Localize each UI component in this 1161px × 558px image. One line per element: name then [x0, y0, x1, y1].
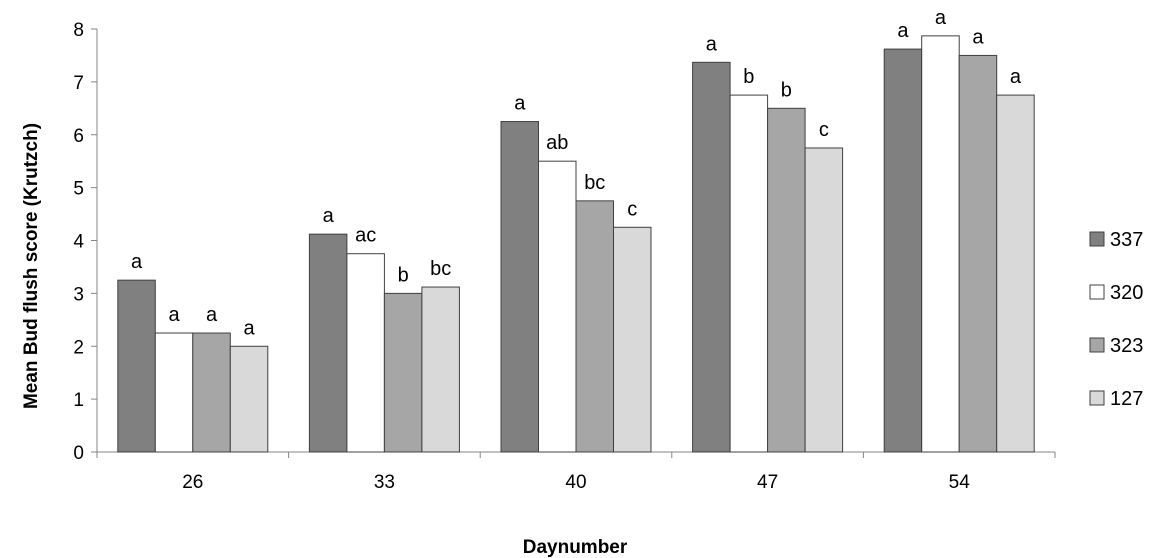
bar-label: bc [430, 258, 451, 280]
bar-label: c [627, 198, 637, 220]
bar-127-26 [229, 345, 269, 453]
bar-label: a [935, 7, 947, 29]
bar-127-33 [421, 286, 460, 453]
legend: 337 320 323 127 [1089, 229, 1143, 410]
bar-320-40 [538, 160, 577, 453]
y-tick-label: 6 [73, 126, 84, 147]
legend-swatch [1089, 231, 1105, 247]
x-tick-label: 33 [374, 472, 395, 493]
bar-label: a [514, 93, 526, 115]
bar-320-54 [921, 35, 960, 453]
x-axis: 26 33 40 47 54 [96, 451, 1056, 493]
bar-label: bc [584, 172, 605, 194]
bar-label: a [706, 33, 718, 55]
x-axis-title: Daynumber [523, 537, 628, 558]
legend-label: 320 [1110, 282, 1143, 304]
bar-337-26 [117, 279, 156, 453]
bar-323-33 [383, 292, 423, 453]
legend-swatch [1089, 337, 1105, 353]
x-tick-label: 54 [949, 472, 971, 493]
y-tick-label: 8 [73, 20, 84, 41]
bar-label: a [131, 251, 143, 273]
y-tick-label: 5 [73, 179, 84, 200]
bar-323-26 [192, 332, 231, 453]
bar-label: c [819, 119, 829, 141]
legend-swatch [1089, 390, 1105, 406]
legend-label: 323 [1110, 335, 1143, 357]
bar-label: ac [355, 225, 376, 247]
bar-320-26 [154, 332, 194, 453]
bar-337-40 [500, 121, 539, 453]
bar-label: a [243, 317, 255, 339]
bar-label: a [897, 20, 909, 42]
bars [117, 35, 1035, 453]
y-axis-title: Mean Bud flush score (Krutzch) [21, 123, 42, 409]
bar-323-47 [767, 107, 806, 453]
bar-label: a [206, 304, 218, 326]
bar-323-54 [958, 54, 998, 453]
bar-label: b [398, 264, 409, 286]
bar-337-54 [883, 48, 923, 453]
bar-label: b [781, 79, 792, 101]
y-tick-label: 0 [73, 443, 84, 464]
y-tick-label: 3 [73, 284, 84, 305]
legend-swatch [1089, 284, 1105, 300]
bar-337-47 [692, 61, 731, 453]
x-tick-label: 26 [182, 472, 203, 493]
bar-label: ab [546, 132, 568, 154]
x-tick-label: 47 [757, 472, 778, 493]
legend-label: 337 [1110, 229, 1143, 251]
bar-323-40 [575, 200, 614, 453]
bar-337-33 [308, 233, 348, 453]
y-tick-label: 7 [73, 73, 84, 94]
bar-label: a [972, 26, 984, 48]
bar-label: b [743, 66, 754, 88]
y-tick-label: 4 [73, 232, 84, 253]
bar-320-33 [346, 253, 385, 453]
bar-127-47 [804, 147, 844, 453]
bar-127-40 [613, 226, 652, 453]
bar-320-47 [729, 94, 769, 453]
y-tick-label: 1 [73, 390, 84, 411]
y-axis: 0 1 2 3 4 5 6 7 8 [73, 20, 98, 464]
bar-label: a [1010, 66, 1022, 88]
legend-label: 127 [1110, 388, 1143, 410]
bar-label: a [168, 304, 180, 326]
x-tick-label: 40 [565, 472, 586, 493]
bar-label: a [323, 205, 335, 227]
bar-127-54 [996, 94, 1035, 453]
y-tick-label: 2 [73, 337, 84, 358]
